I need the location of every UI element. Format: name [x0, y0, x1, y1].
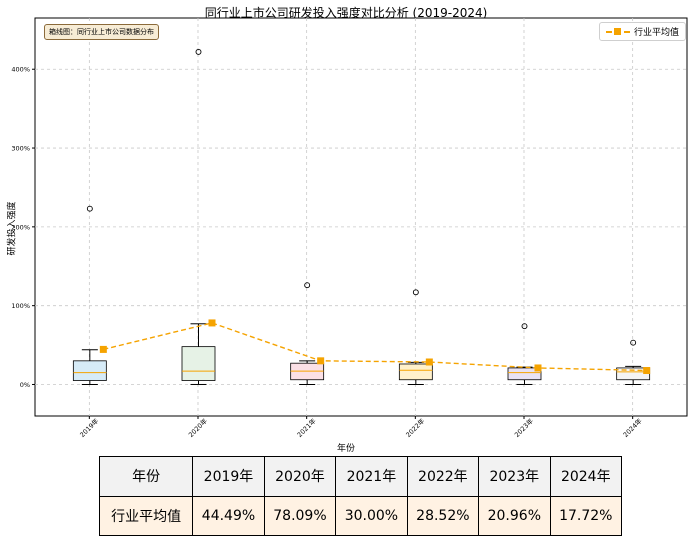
summary-table: 年份 2019年 2020年 2021年 2022年 2023年 2024年 行…	[98, 456, 623, 536]
legend-swatch	[605, 27, 630, 37]
table-value: 17.72%	[549, 495, 623, 536]
x-tick-label: 2019年	[78, 416, 101, 439]
box-body	[398, 363, 433, 381]
y-tick-label: 400%	[11, 66, 30, 74]
x-tick-label: 2022年	[404, 416, 427, 439]
chart-title: 同行业上市公司研发投入强度对比分析 (2019-2024)	[204, 6, 488, 20]
outlier-point	[304, 282, 311, 289]
chart-canvas: 0% 100% 200% 300% 400% 2019年 2020年 2021年 2022年 20…	[11, 17, 688, 439]
table-header-row: 年份 2019年 2020年 2021年 2022年 2023年 2024年	[98, 456, 623, 497]
mean-point	[425, 358, 433, 366]
box-0	[72, 205, 107, 385]
x-axis-label: 年份	[336, 444, 355, 454]
y-tick-label: 200%	[11, 223, 30, 231]
outlier-point	[195, 48, 202, 55]
legend: 行业平均值	[598, 22, 686, 41]
x-tick-label: 2023年	[512, 416, 535, 439]
table-value: 44.49%	[192, 495, 265, 536]
x-tick-label: 2021年	[295, 416, 318, 439]
table-value: 78.09%	[263, 495, 337, 536]
box-body	[181, 346, 216, 381]
mean-point	[534, 364, 542, 372]
mean-point	[99, 345, 107, 353]
table-year: 2024年	[549, 456, 623, 497]
box-body	[72, 360, 107, 381]
table-row-label: 行业平均值	[98, 495, 194, 536]
box-body	[507, 367, 542, 381]
table-row: 行业平均值 44.49% 78.09% 30.00% 28.52% 20.96%…	[98, 495, 623, 536]
box-2	[290, 282, 325, 385]
mean-point	[317, 357, 325, 365]
box-1	[181, 48, 216, 385]
table-year: 2023年	[478, 456, 551, 497]
mean-point	[643, 367, 651, 375]
chart-annotation: 箱线图：同行业上市公司数据分布	[44, 24, 159, 40]
table-year: 2019年	[192, 456, 265, 497]
mean-line	[103, 322, 647, 372]
x-tick-label: 2024年	[621, 416, 644, 439]
outlier-point	[630, 339, 637, 346]
table-year: 2022年	[406, 456, 480, 497]
mean-point	[208, 319, 216, 327]
x-tick-label: 2020年	[186, 416, 209, 439]
y-tick-label: 300%	[11, 145, 30, 153]
legend-label: 行业平均值	[633, 28, 679, 38]
table-value: 20.96%	[478, 495, 551, 536]
y-tick-label: 0%	[20, 381, 30, 389]
table-year: 2021年	[335, 456, 408, 497]
outlier-point	[86, 205, 93, 212]
table-header-label: 年份	[98, 456, 194, 497]
plot-area	[34, 17, 688, 417]
box-3	[398, 289, 433, 385]
table-value: 28.52%	[406, 495, 480, 536]
table-value: 30.00%	[335, 495, 408, 536]
table-year: 2020年	[263, 456, 337, 497]
outlier-point	[412, 289, 419, 296]
y-tick-label: 100%	[11, 302, 30, 310]
outlier-point	[521, 323, 528, 330]
